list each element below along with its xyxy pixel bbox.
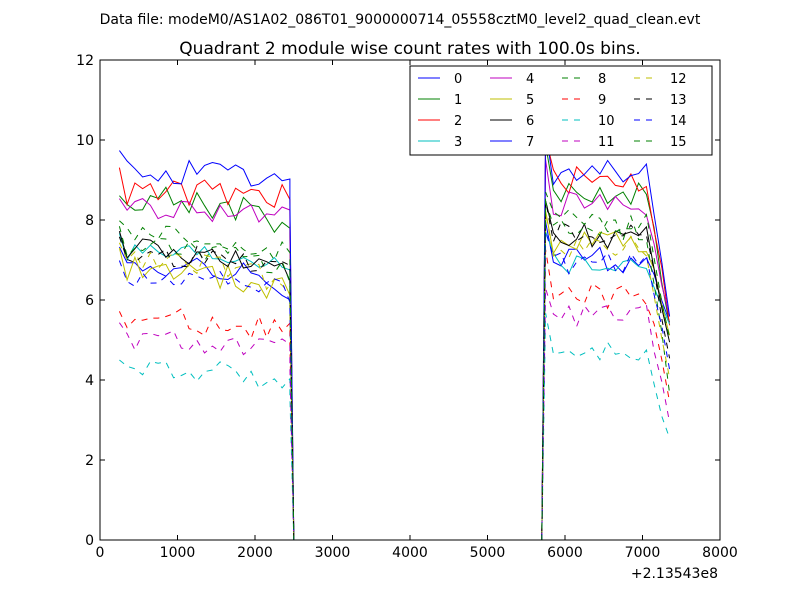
legend-label-5: 5: [526, 93, 534, 108]
series-line-8: [118, 201, 671, 541]
legend-label-12: 12: [670, 72, 687, 87]
legend-label-1: 1: [454, 93, 462, 108]
series-layer: [118, 128, 671, 541]
y-tick-label: 8: [85, 213, 94, 229]
legend-label-6: 6: [526, 114, 534, 129]
y-tick-label: 10: [76, 133, 94, 149]
series-line-15: [119, 191, 671, 541]
legend-label-2: 2: [454, 114, 462, 129]
x-tick-label: 6000: [547, 545, 583, 561]
legend-label-9: 9: [598, 93, 606, 108]
legend-label-3: 3: [454, 135, 462, 150]
legend-label-7: 7: [526, 135, 534, 150]
x-tick-label: 2000: [237, 545, 273, 561]
legend-label-10: 10: [598, 114, 615, 129]
legend-label-4: 4: [526, 72, 534, 87]
series-line-14: [118, 231, 671, 541]
x-offset-label: +2.13543e8: [631, 566, 718, 582]
series-line-9: [118, 249, 671, 541]
x-tick-label: 1000: [160, 545, 196, 561]
legend-label-8: 8: [598, 72, 606, 87]
x-tick-label: 3000: [315, 545, 351, 561]
chart-title: Quadrant 2 module wise count rates with …: [179, 39, 640, 59]
legend-label-11: 11: [598, 135, 615, 150]
series-line-6: [118, 200, 671, 541]
y-tick-label: 12: [76, 53, 94, 69]
data-file-header: Data file: modeM0/AS1A02_086T01_90000007…: [100, 12, 701, 28]
series-line-12: [118, 212, 671, 541]
series-line-4: [118, 159, 671, 541]
series-line-0: [118, 221, 671, 541]
y-tick-label: 4: [85, 373, 94, 389]
x-tick-label: 4000: [392, 545, 428, 561]
legend-frame: [409, 65, 713, 156]
x-tick-label: 7000: [625, 545, 661, 561]
x-tick-label: 0: [96, 545, 105, 561]
y-tick-label: 0: [85, 533, 94, 549]
series-line-2: [118, 137, 671, 541]
y-tick-label: 6: [85, 293, 94, 309]
legend-label-14: 14: [670, 114, 687, 129]
legend-label-0: 0: [454, 72, 462, 87]
series-line-10: [119, 313, 671, 541]
legend-label-15: 15: [670, 135, 687, 150]
legend-label-13: 13: [670, 93, 687, 108]
series-line-7: [118, 128, 671, 541]
series-line-13: [118, 200, 671, 541]
ticks-layer: 0 1000 2000 3000 4000 5000 6000 7000 80000246810…: [76, 53, 738, 561]
x-tick-label: 5000: [470, 545, 506, 561]
y-tick-label: 2: [85, 453, 94, 469]
series-line-11: [118, 288, 671, 541]
x-tick-label: 8000: [702, 545, 738, 561]
